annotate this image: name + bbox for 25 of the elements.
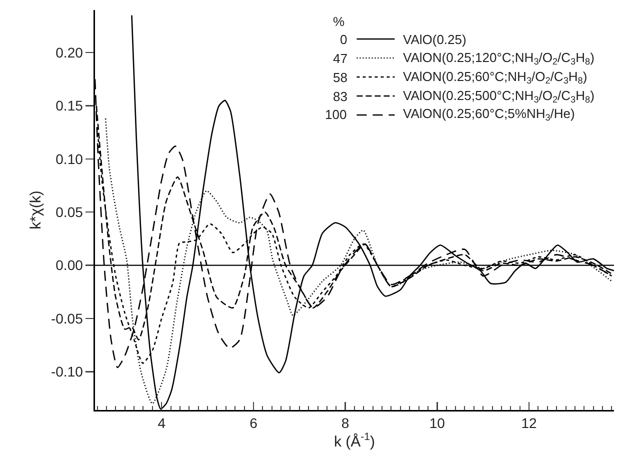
legend-title: % [333, 14, 345, 29]
annotation: 100 [325, 107, 347, 122]
y-tick-label: -0.05 [50, 310, 84, 326]
legend-label: VAlO(0.25) [403, 32, 466, 47]
annotation: 47 [333, 51, 348, 66]
y-axis-title: k*χ(k) [27, 190, 44, 230]
x-axis-title: k (Å$^{-1}$) [334, 431, 376, 450]
x-tick-label: 4 [158, 415, 166, 432]
legend-label: VAlON(0.25;60°C;5%NH$_{3}$/He) [403, 106, 575, 123]
y-tick-label: 0.10 [56, 150, 84, 167]
text: VAlON(0.25;60°C;NH$_{3}$/O$_{2}$/C$_{3}$H$_{8}$) [403, 69, 588, 86]
x-tick-label: 8 [341, 415, 350, 432]
text: VAlON(0.25;120°C;NH$_{3}$/O$_{2}$/C$_{3}$H$_{8}$) [403, 50, 594, 67]
y-tick-label: 0.00 [56, 257, 84, 274]
x-tick-label: 6 [250, 415, 258, 432]
annotation: 58 [333, 70, 348, 85]
text: VAlON(0.25;500°C;NH$_{3}$/O$_{2}$/C$_{3}$H$_{8}$) [403, 88, 594, 105]
y-tick-label: 0.20 [56, 44, 84, 60]
x-tick-label: 10 [429, 415, 446, 432]
y-tick-label: -0.10 [50, 364, 84, 380]
y-tick-label: 0.05 [56, 204, 84, 220]
annotation: 0 [340, 32, 348, 47]
y-tick-label: 0.15 [56, 98, 84, 114]
x-tick-label: 12 [521, 415, 538, 432]
annotation: 83 [333, 89, 348, 104]
